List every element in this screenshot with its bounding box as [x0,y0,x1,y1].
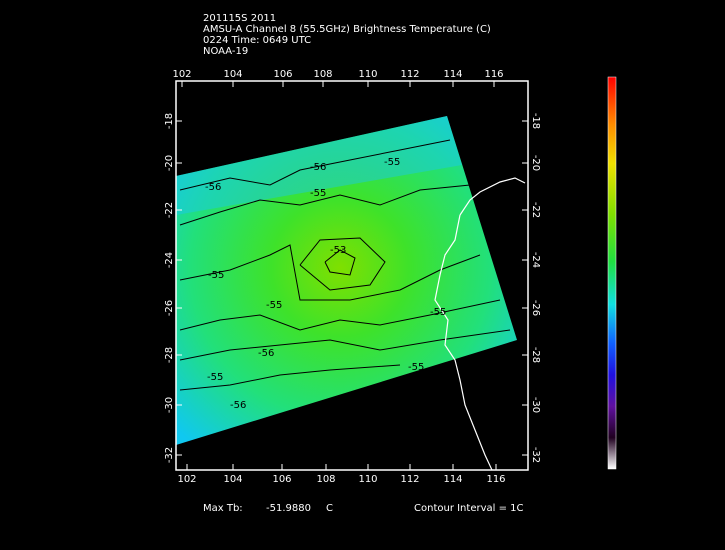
contour-label: -55 [208,270,224,281]
lat-label-left: -30 [164,397,175,413]
contour-label: -56 [258,348,274,359]
lat-label-left: -18 [164,113,175,129]
lon-label-top: 108 [313,69,332,80]
swath-top [176,116,462,215]
lon-label-top: 116 [484,69,503,80]
lon-label-top: 106 [273,69,292,80]
lon-label-bottom: 108 [316,474,335,485]
axes: 102 102 104 104 106 106 108 108 110 110 112 112 114 1… [164,69,541,485]
max-label: Max Tb: [203,503,243,514]
colorbar [607,76,617,470]
contour-label: -55 [430,307,446,318]
max-unit: C [326,503,333,514]
lat-label-right: -20 [530,155,541,171]
swath [176,116,517,445]
lon-label-bottom: 114 [443,474,462,485]
contour-label: -56 [230,400,246,411]
lat-label-left: -20 [164,155,175,171]
map-frame [175,80,529,471]
contour-label: -55 [310,188,326,199]
header-line: AMSU-A Channel 8 (55.5GHz) Brightness Te… [203,24,491,35]
header-line: 0224 Time: 0649 UTC [203,35,311,46]
lon-label-bottom: 106 [272,474,291,485]
header-line: 201115S 2011 [203,13,276,24]
contour-label: -55 [408,362,424,373]
contour-label: -56 [205,182,221,193]
contour-interval: Contour Interval = 1C [414,503,524,514]
lat-label-left: -24 [164,252,175,268]
contour-label: -53 [330,245,346,256]
lat-label-right: -24 [530,252,541,268]
lon-label-bottom: 104 [223,474,242,485]
lat-label-right: -22 [530,202,541,218]
lon-label-top: 112 [400,69,419,80]
contour-labels: -56 -55 -56 -55 -53 -55 -55 -55 -56 -55 -55 -56 [205,157,446,411]
lon-label-bottom: 102 [177,474,196,485]
lon-label-top: 110 [358,69,377,80]
header-line: NOAA-19 [203,46,248,57]
lat-label-right: -28 [530,347,541,363]
contour-label: -55 [207,372,223,383]
lon-label-top: 114 [443,69,462,80]
lat-label-left: -28 [164,347,175,363]
lon-label-bottom: 116 [486,474,505,485]
lat-label-right: -30 [530,397,541,413]
lat-label-left: -22 [164,202,175,218]
coastline [459,177,526,216]
lat-label-left: -26 [164,300,175,316]
contour-label: -56 [310,162,326,173]
lat-label-right: -32 [530,447,541,463]
contour-label: -55 [384,157,400,168]
lon-label-top: 102 [172,69,191,80]
lon-label-bottom: 110 [358,474,377,485]
coastline [434,214,493,471]
contour-label: -55 [266,300,282,311]
lon-label-bottom: 112 [400,474,419,485]
lat-label-right: -18 [530,113,541,129]
max-value: -51.9880 [266,503,311,514]
lat-label-right: -26 [530,300,541,316]
contours [179,139,511,391]
lon-label-top: 104 [223,69,242,80]
lat-label-left: -32 [164,447,175,463]
